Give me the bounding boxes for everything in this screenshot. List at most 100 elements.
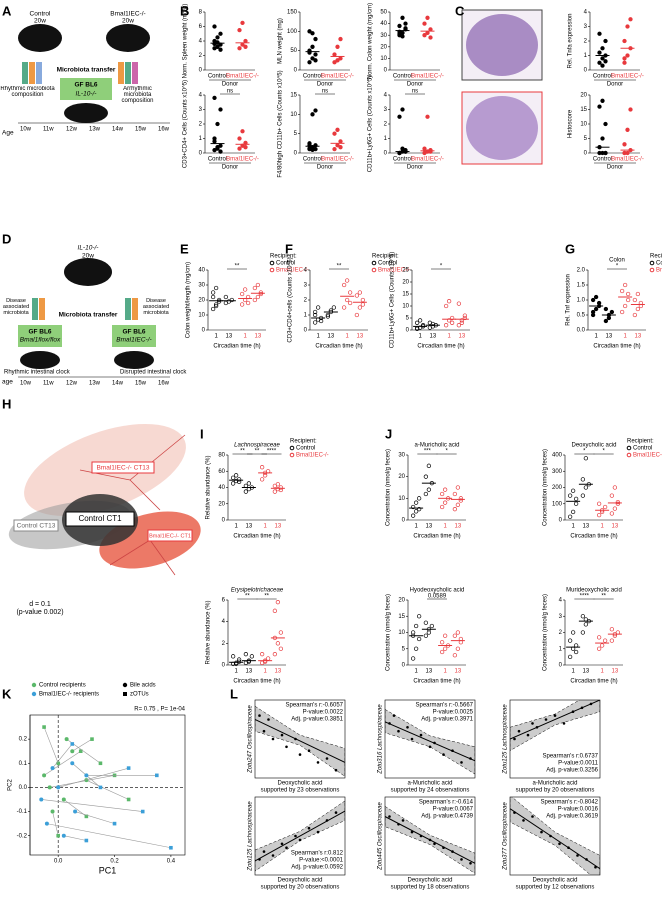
mouse	[64, 258, 112, 286]
label: IL-10-/-	[76, 91, 98, 98]
data-point	[213, 303, 219, 309]
y-tick-label: 3	[199, 107, 203, 113]
data-point	[459, 318, 465, 323]
data-point	[589, 702, 593, 706]
legend-marker	[371, 260, 377, 266]
y-axis-label: Zotu125 Lachnospiraceae	[248, 801, 254, 872]
data-point	[56, 833, 60, 838]
data-point	[313, 146, 318, 152]
panel-h-ordination: Control CT1 Control CT13 Bmal1IEC-/- CT1…	[8, 423, 201, 616]
x-tick-label: Bmal1IEC-/-	[321, 74, 354, 80]
y-tick-label: 1	[384, 136, 388, 142]
link	[58, 767, 129, 788]
stat-label: P-value:0.0011	[558, 761, 599, 767]
plot-frame	[509, 796, 601, 876]
label: 20w	[122, 18, 134, 25]
data-point	[406, 726, 409, 729]
data-point	[245, 294, 251, 300]
label-box: Rhythmic microbiota composition	[0, 86, 54, 98]
data-point	[458, 498, 464, 503]
data-point	[603, 38, 608, 44]
data-point	[596, 635, 602, 640]
legend-label: Bmal1IEC-/-	[378, 268, 411, 274]
x-tick-label: Bmal1IEC-/-	[226, 157, 259, 163]
age-label: 16w	[158, 127, 170, 133]
chart-title: Lachnospiraceae	[234, 443, 280, 449]
data-point	[242, 287, 248, 292]
y-tick-label: 0	[384, 151, 388, 157]
plot	[255, 705, 345, 777]
microbiota	[125, 62, 131, 84]
legend-marker	[123, 692, 127, 696]
data-point	[413, 646, 419, 651]
x-axis-label: Circadian time (h)	[417, 344, 464, 350]
legend-label: Bmal1IEC-/-	[656, 268, 662, 274]
x-tick-label: Bmal1IEC-/-	[411, 74, 444, 80]
data-point	[632, 312, 638, 318]
y-axis-label: Concentration (nmol/g feces)	[386, 449, 392, 526]
x-axis-label: Donor	[222, 82, 238, 88]
data-point	[443, 323, 449, 328]
data-point	[425, 15, 430, 20]
data-point	[628, 107, 633, 112]
data-point	[312, 309, 318, 315]
data-point	[325, 757, 329, 760]
data-point	[400, 34, 405, 39]
plot	[385, 806, 475, 874]
y-tick-label: 10	[380, 56, 387, 62]
plot-frame	[384, 699, 476, 779]
data-point	[213, 302, 219, 307]
data-point	[237, 136, 242, 141]
x-tick-label: Control	[208, 74, 227, 80]
data-point	[586, 482, 592, 487]
data-point	[338, 36, 343, 42]
x-tick-label: 1	[414, 524, 418, 530]
data-point	[70, 742, 75, 746]
label: GF BL6	[122, 329, 145, 336]
y-tick-label: 25	[402, 268, 409, 274]
legend-label: Bmal1IEC-/- recipients	[39, 692, 99, 698]
label: Bmal1flox/flox	[20, 337, 61, 344]
data-point	[594, 865, 597, 869]
data-point	[414, 320, 420, 325]
age-label: 10w	[20, 381, 32, 387]
data-point	[445, 496, 451, 501]
x-tick-label: Bmal1IEC-/-	[226, 74, 259, 80]
legend-marker	[371, 267, 377, 273]
x-tick-label: Control	[393, 74, 412, 80]
legend-title: Recipient:	[290, 439, 317, 445]
data-point	[265, 656, 271, 661]
data-point	[344, 297, 350, 303]
x-axis-label: Donor	[407, 165, 423, 171]
data-point	[262, 473, 268, 478]
age-label: 12w	[66, 127, 78, 133]
y-axis-label: Concentration (nmol/g feces)	[386, 594, 392, 671]
data-point	[215, 44, 220, 49]
data-point	[558, 842, 561, 846]
data-point	[259, 477, 265, 482]
legend-marker	[122, 682, 128, 688]
label: age	[2, 379, 13, 386]
panel-label: L	[230, 686, 238, 701]
data-point	[249, 485, 255, 490]
data-point	[243, 145, 248, 150]
data-point	[313, 143, 318, 148]
data-point	[590, 297, 596, 303]
y-axis-label: Norm. Spleen weight (mg/g)	[183, 4, 189, 79]
y-tick-label: 2	[199, 53, 203, 59]
data-point	[455, 485, 461, 490]
data-point	[218, 31, 223, 36]
data-point	[325, 312, 331, 318]
data-point	[360, 302, 366, 307]
y-tick-label: 0	[584, 68, 588, 74]
annotation: **	[337, 264, 342, 270]
link	[86, 779, 129, 800]
data-point	[272, 652, 278, 657]
data-point	[328, 308, 334, 313]
data-point	[433, 741, 436, 745]
link	[63, 835, 87, 841]
age-label: 11w	[43, 127, 54, 133]
data-point	[596, 300, 602, 306]
data-point	[425, 30, 430, 36]
data-point	[603, 306, 609, 312]
